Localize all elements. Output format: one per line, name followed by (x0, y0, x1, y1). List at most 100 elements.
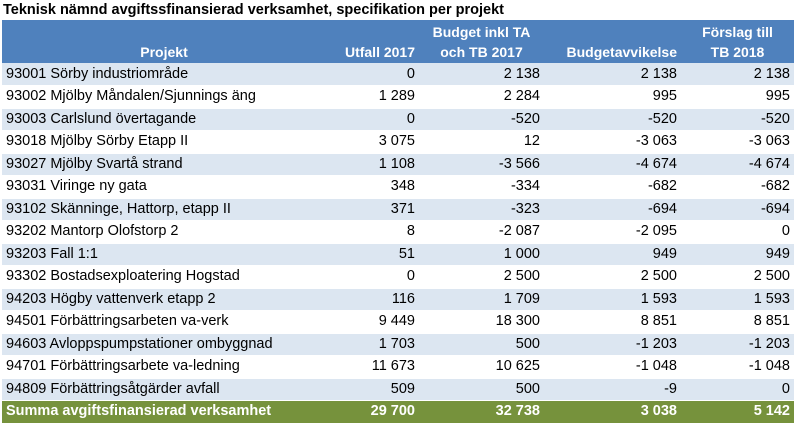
table-row: 93302 Bostadsexploatering Hogstad 0 2 500 2… (2, 265, 794, 289)
cell-deviation: -520 (544, 108, 681, 131)
cell-proposal: 2 138 (681, 63, 794, 86)
cell-utfall: 8 (326, 220, 419, 244)
cell-project: 93018 Mjölby Sörby Etapp II (2, 130, 326, 154)
table-row: 94701 Förbättringsarbete va-ledning 11 67… (2, 355, 794, 379)
cell-proposal: 949 (681, 243, 794, 266)
cell-utfall: 11 673 (326, 355, 419, 379)
table-row: 94603 Avloppspumpstationer ombyggnad 1 70… (2, 333, 794, 356)
cell-deviation: -3 063 (544, 130, 681, 154)
table-title: Teknisk nämnd avgiftssfinansierad verksa… (3, 2, 504, 18)
cell-proposal: 8 851 (681, 310, 794, 334)
project-spec-table: Projekt Utfall 2017 Budget inkl TA och TB… (2, 20, 794, 423)
cell-project: 93203 Fall 1:1 (2, 243, 326, 266)
table-row: 94501 Förbättringsarbeten va-verk 9 449 18… (2, 310, 794, 334)
cell-proposal: -4 674 (681, 153, 794, 176)
table-row: 93031 Viringe ny gata 348 -334 -682 -682 (2, 175, 794, 199)
cell-utfall: 1 289 (326, 85, 419, 109)
cell-budget: 500 (419, 333, 544, 356)
cell-budget: -323 (419, 198, 544, 221)
cell-utfall: 371 (326, 198, 419, 221)
cell-project: 93001 Sörby industriområde (2, 63, 326, 86)
cell-budget: 1 000 (419, 243, 544, 266)
cell-proposal: -1 203 (681, 333, 794, 356)
cell-utfall: 348 (326, 175, 419, 199)
cell-proposal: -682 (681, 175, 794, 199)
table-row: 93202 Mantorp Olofstorp 2 8 -2 087 -2 095 0 (2, 220, 794, 244)
cell-project: 94203 Högby vattenverk etapp 2 (2, 288, 326, 311)
cell-budget: 2 500 (419, 265, 544, 289)
cell-deviation: 1 593 (544, 288, 681, 311)
cell-project: 93302 Bostadsexploatering Hogstad (2, 265, 326, 289)
table-row: 93027 Mjölby Svartå strand 1 108 -3 566 -4 … (2, 153, 794, 176)
cell-proposal: 1 593 (681, 288, 794, 311)
header-deviation: Budgetavvikelse (544, 20, 681, 63)
cell-deviation: 8 851 (544, 310, 681, 334)
cell-utfall: 509 (326, 378, 419, 401)
cell-budget: 12 (419, 130, 544, 154)
total-proposal: 5 142 (681, 400, 794, 423)
cell-utfall: 3 075 (326, 130, 419, 154)
cell-utfall: 0 (326, 63, 419, 86)
cell-deviation: -4 674 (544, 153, 681, 176)
cell-utfall: 1 703 (326, 333, 419, 356)
cell-utfall: 9 449 (326, 310, 419, 334)
cell-deviation: -9 (544, 378, 681, 401)
cell-utfall: 0 (326, 265, 419, 289)
cell-budget: -334 (419, 175, 544, 199)
cell-deviation: -694 (544, 198, 681, 221)
total-utfall: 29 700 (326, 400, 419, 423)
header-row: Projekt Utfall 2017 Budget inkl TA och TB… (2, 20, 794, 63)
cell-budget: -3 566 (419, 153, 544, 176)
cell-deviation: -1 048 (544, 355, 681, 379)
cell-proposal: 0 (681, 378, 794, 401)
cell-budget: 2 284 (419, 85, 544, 109)
cell-project: 93002 Mjölby Måndalen/Sjunnings äng (2, 85, 326, 109)
table-row: 93003 Carlslund övertagande 0 -520 -520 -520 (2, 108, 794, 131)
cell-utfall: 1 108 (326, 153, 419, 176)
table-row: 94809 Förbättringsåtgärder avfall 509 500-… (2, 378, 794, 401)
cell-proposal: -694 (681, 198, 794, 221)
table-row: 93001 Sörby industriområde 0 2 138 2 138 2 1… (2, 63, 794, 86)
cell-project: 93102 Skänninge, Hattorp, etapp II (2, 198, 326, 221)
cell-project: 93202 Mantorp Olofstorp 2 (2, 220, 326, 244)
header-project: Projekt (2, 20, 326, 63)
cell-budget: 18 300 (419, 310, 544, 334)
cell-proposal: 0 (681, 220, 794, 244)
total-budget: 32 738 (419, 400, 544, 423)
cell-proposal: 2 500 (681, 265, 794, 289)
cell-budget: 2 138 (419, 63, 544, 86)
table-row: 93203 Fall 1:1 51 1 000 949 949 (2, 243, 794, 266)
table-row: 93002 Mjölby Måndalen/Sjunnings äng 1 289… (2, 85, 794, 109)
cell-utfall: 0 (326, 108, 419, 131)
cell-proposal: 995 (681, 85, 794, 109)
total-deviation: 3 038 (544, 400, 681, 423)
total-label: Summa avgiftsfinansierad verksamhet (2, 400, 326, 423)
header-budget: Budget inkl TA och TB 2017 (419, 20, 544, 63)
cell-deviation: -1 203 (544, 333, 681, 356)
cell-budget: -2 087 (419, 220, 544, 244)
cell-project: 93003 Carlslund övertagande (2, 108, 326, 131)
cell-deviation: 2 500 (544, 265, 681, 289)
cell-project: 94501 Förbättringsarbeten va-verk (2, 310, 326, 334)
cell-budget: 1 709 (419, 288, 544, 311)
table-row: 93018 Mjölby Sörby Etapp II 3 075 12 -3 063… (2, 130, 794, 154)
table-row: 93102 Skänninge, Hattorp, etapp II 371 -32… (2, 198, 794, 221)
cell-proposal: -3 063 (681, 130, 794, 154)
cell-deviation: 995 (544, 85, 681, 109)
cell-utfall: 51 (326, 243, 419, 266)
cell-budget: 500 (419, 378, 544, 401)
cell-deviation: -682 (544, 175, 681, 199)
cell-project: 93031 Viringe ny gata (2, 175, 326, 199)
cell-project: 94809 Förbättringsåtgärder avfall (2, 378, 326, 401)
cell-deviation: 949 (544, 243, 681, 266)
cell-budget: 10 625 (419, 355, 544, 379)
cell-deviation: -2 095 (544, 220, 681, 244)
header-proposal: Förslag till TB 2018 (681, 20, 794, 63)
cell-project: 94603 Avloppspumpstationer ombyggnad (2, 333, 326, 356)
cell-project: 93027 Mjölby Svartå strand (2, 153, 326, 176)
cell-project: 94701 Förbättringsarbete va-ledning (2, 355, 326, 379)
header-utfall: Utfall 2017 (326, 20, 419, 63)
table-row: 94203 Högby vattenverk etapp 2 116 1 709 1 … (2, 288, 794, 311)
cell-proposal: -520 (681, 108, 794, 131)
cell-budget: -520 (419, 108, 544, 131)
